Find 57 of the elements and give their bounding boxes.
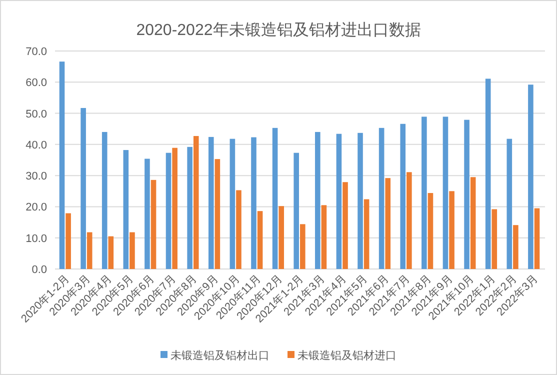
bar [358,132,363,269]
y-tick-label: 30.0 [26,170,47,183]
bar [534,208,540,269]
bar [230,138,236,269]
chart-title: 2020-2022年未锻造铝及铝材进出口数据 [136,21,421,39]
y-tick-label: 40.0 [26,139,47,152]
y-tick-label: 60.0 [26,77,47,90]
bar [485,78,491,269]
bar [385,178,391,269]
bar [400,124,406,269]
bar [406,172,412,269]
bar [130,232,135,269]
bar [80,108,86,269]
bar [66,213,71,269]
bar [513,225,518,269]
bar [428,193,434,269]
bar [172,148,178,269]
bar [342,182,348,269]
bar [144,158,150,269]
bar [86,232,92,269]
bar [470,177,476,269]
bar [102,132,108,269]
bar [278,206,284,269]
bar [166,152,172,269]
bar [236,190,242,269]
bar [321,205,327,269]
legend-label: 未锻造铝及铝材进口 [298,349,396,362]
y-tick-label: 0.0 [32,264,47,276]
bar [193,136,199,269]
bar [528,84,534,269]
bar [300,224,306,269]
bar [492,209,498,269]
bar [364,199,370,269]
legend-label: 未锻造铝及铝材出口 [170,349,270,362]
bar [108,236,114,269]
bar [422,116,427,269]
bar [59,62,65,269]
bar [449,191,454,269]
bar [315,132,320,269]
bar [336,134,342,269]
bar [208,136,214,269]
bar [506,138,512,269]
bar [187,146,192,269]
bar [272,128,278,269]
bar [150,180,156,269]
bar [464,120,470,269]
bar [442,116,448,269]
bar [378,128,384,269]
bar [257,211,263,269]
bar [251,137,256,269]
bar [123,150,129,269]
y-tick-label: 20.0 [26,202,47,214]
bar [294,152,299,269]
y-tick-label: 70.0 [26,46,47,58]
bar [214,159,220,269]
y-tick-label: 10.0 [26,232,47,245]
y-tick-label: 50.0 [26,108,47,120]
